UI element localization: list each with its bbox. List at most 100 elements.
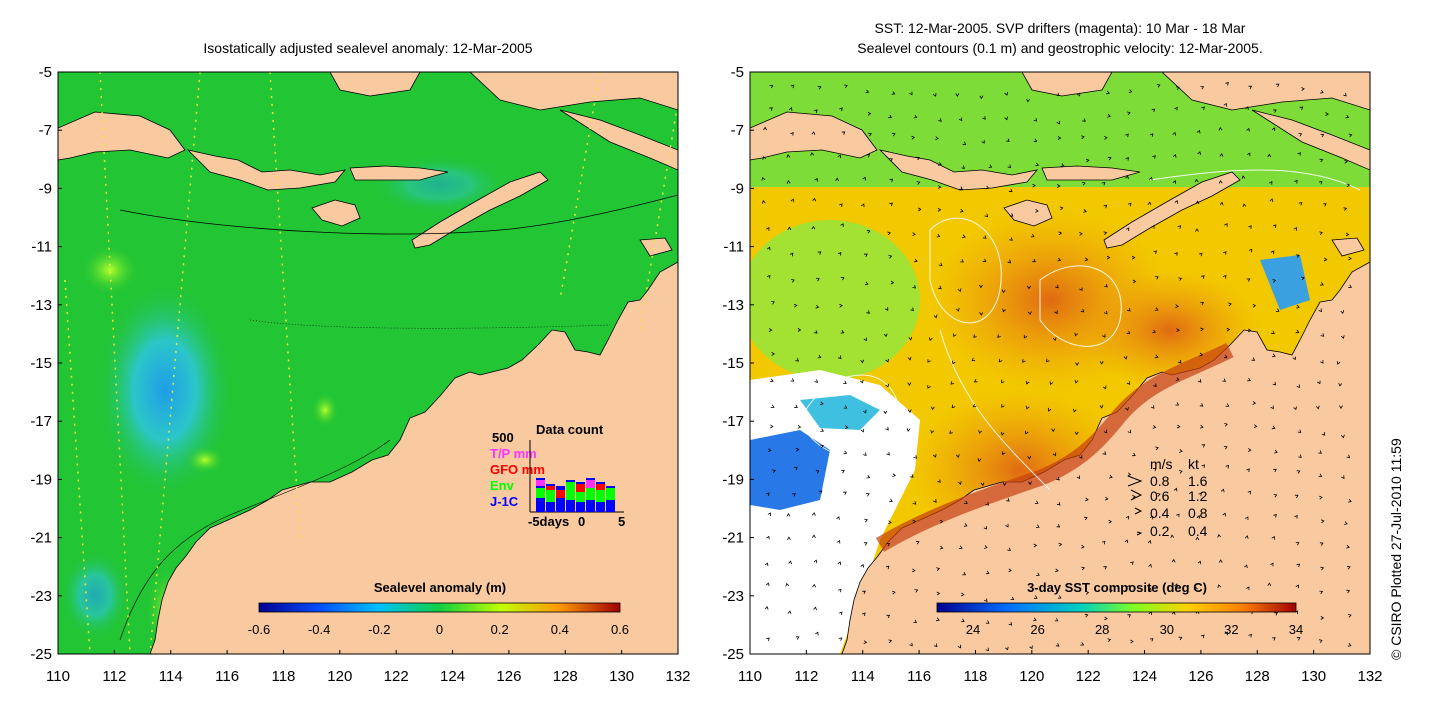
velocity-arrow: [811, 225, 816, 230]
velocity-arrow: [1272, 279, 1277, 283]
velocity-arrow: [1220, 488, 1225, 493]
velocity-arrow: [997, 334, 1001, 338]
velocity-arrow: [1217, 584, 1222, 589]
velocity-arrow: [863, 640, 868, 645]
colorbar-tick-label: 30: [1160, 622, 1174, 637]
velocity-arrow: [1123, 355, 1128, 360]
velocity-arrow: [930, 406, 935, 411]
velocity-arrow: [1057, 136, 1062, 140]
velocity-arrow: [1174, 106, 1178, 111]
velocity-arrow: [843, 450, 848, 455]
velocity-arrow: [936, 567, 941, 571]
velocity-arrow: [1219, 153, 1224, 157]
velocity-arrow: [1340, 310, 1345, 314]
velocity-arrow: [1027, 285, 1031, 290]
velocity-arrow: [789, 252, 794, 257]
velocity-arrow: [917, 207, 922, 212]
velocity-arrow: [1336, 361, 1341, 365]
velocity-arrow: [892, 473, 896, 477]
velocity-arrow: [769, 107, 773, 111]
velocity-arrow: [1054, 618, 1059, 622]
colorbar-tick-label: 0: [436, 622, 443, 637]
y-tick-label: -25: [722, 646, 744, 663]
velocity-arrow: [1176, 513, 1180, 518]
sumba-land-right: [1003, 199, 1053, 227]
velocity-arrow: [1247, 328, 1252, 333]
velocity-arrow: [820, 401, 824, 406]
y-tick-label: -11: [723, 239, 744, 256]
velocity-arrow: [980, 482, 985, 487]
velocity-arrow: [1081, 544, 1085, 549]
velocity-arrow: [1025, 405, 1030, 410]
sst-colorbar: 3-day SST composite (deg C) 24 26 28 30 32 34: [936, 580, 1303, 637]
velocity-arrow: [1200, 302, 1205, 306]
velocity-arrow: [1034, 500, 1039, 504]
velocity-arrow: [910, 474, 914, 478]
velocity-arrow: [770, 424, 774, 429]
velocity-arrow: [1179, 449, 1183, 453]
velocity-arrow: [1296, 637, 1301, 641]
velocity-arrow: [1269, 198, 1274, 203]
velocity-arrow: [927, 359, 931, 363]
velocity-arrow: [1045, 358, 1050, 363]
velocity-arrow: [1055, 568, 1059, 573]
velocity-arrow: [1008, 622, 1013, 626]
velocity-arrow: [1176, 424, 1181, 429]
velocity-arrow: [959, 186, 963, 190]
velocity-arrow: [795, 358, 800, 362]
velocity-arrow: [1269, 181, 1273, 185]
velocity-arrow: [1082, 182, 1086, 186]
velocity-arrow: [1009, 213, 1014, 217]
velocity-arrow: [1274, 612, 1278, 616]
x-tick-label: 132: [1357, 668, 1382, 685]
velocity-arrow: [1148, 563, 1152, 568]
velocity-arrow: [973, 379, 978, 383]
velocity-arrow: [1125, 175, 1129, 180]
velocity-arrow: [1076, 92, 1081, 97]
velocity-arrow: [973, 334, 977, 338]
velocity-arrow: [771, 301, 775, 305]
velocity-arrow: [769, 85, 774, 89]
velocity-arrow: [1199, 424, 1204, 429]
credit-text-container: © CSIRO Plotted 27-Jul-2010 11:59: [1372, 360, 1404, 660]
velocity-arrow: [1175, 377, 1180, 381]
velocity-arrow: [766, 637, 770, 642]
colorbar-tick-label: 28: [1095, 622, 1109, 637]
velocity-arrow: [1346, 544, 1350, 549]
velocity-arrow: [1343, 92, 1347, 97]
velocity-arrow: [916, 156, 921, 161]
velocity-arrow: [785, 582, 790, 587]
velocity-arrow: [1074, 332, 1078, 337]
velocity-legend-unit-ms: m/s: [1150, 456, 1173, 472]
velocity-arrow: [1270, 562, 1274, 567]
velocity-arrow: [1104, 616, 1108, 621]
velocity-arrow: [795, 447, 800, 452]
velocity-arrow: [862, 176, 866, 181]
velocity-arrow: [1223, 102, 1227, 107]
velocity-arrow: [1174, 583, 1178, 588]
velocity-arrow: [1323, 203, 1327, 207]
velocity-arrow: [768, 328, 773, 332]
velocity-arrow: [889, 178, 894, 183]
x-tick-label: 128: [553, 668, 578, 685]
velocity-arrow: [910, 307, 914, 312]
velocity-arrow: [1195, 536, 1200, 541]
velocity-arrow: [761, 200, 766, 204]
altimeter-tracks: [64, 72, 678, 654]
velocity-arrow: [1154, 307, 1159, 311]
velocity-arrow: [1149, 515, 1154, 520]
x-tick-label: 116: [907, 668, 931, 685]
velocity-arrow: [933, 499, 937, 503]
velocity-arrow: [1157, 493, 1161, 497]
x-tick-label: 118: [271, 668, 295, 685]
velocity-arrow: [1125, 227, 1130, 232]
velocity-arrow: [1057, 595, 1062, 599]
velocity-arrow: [961, 618, 965, 623]
velocity-arrow: [787, 536, 791, 540]
velocity-arrow: [1056, 524, 1061, 528]
velocity-arrow: [795, 636, 800, 640]
velocity-arrow: [938, 162, 942, 166]
velocity-arrow: [1252, 401, 1257, 405]
velocity-arrow: [1224, 631, 1228, 636]
velocity-arrow: [985, 570, 990, 575]
